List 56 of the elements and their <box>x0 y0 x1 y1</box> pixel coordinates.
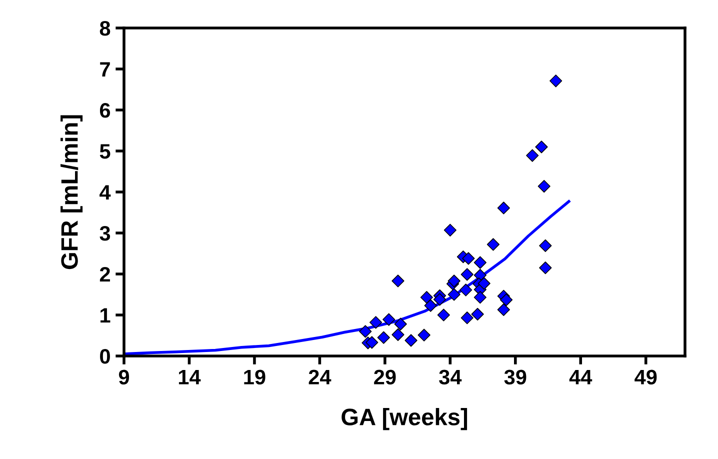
point <box>471 308 484 320</box>
point <box>437 308 450 322</box>
point <box>526 149 539 162</box>
x-tick-label: 44 <box>569 370 592 384</box>
point <box>392 328 404 341</box>
y-tick-label: 3 <box>100 226 110 241</box>
point <box>460 284 472 296</box>
x-tick-label: 39 <box>504 370 526 385</box>
point <box>486 238 500 251</box>
y-axis-title: GFR [mL/min] <box>60 115 83 270</box>
y-tick-label: 5 <box>100 144 110 159</box>
point <box>448 288 460 301</box>
x-tick-label: 14 <box>178 370 201 384</box>
y-tick-label: 6 <box>100 103 110 118</box>
point <box>460 312 474 324</box>
point <box>404 334 418 347</box>
point <box>478 277 490 290</box>
point <box>420 291 433 304</box>
point <box>366 336 378 349</box>
x-tick-label: 34 <box>439 370 462 385</box>
point <box>448 274 460 288</box>
y-tick-label: 0 <box>100 349 110 364</box>
point <box>474 291 486 304</box>
point <box>497 303 510 316</box>
x-tick-label: 9 <box>118 370 130 384</box>
line-series <box>124 200 570 356</box>
point <box>462 252 475 265</box>
x-tick-label: 29 <box>374 370 396 384</box>
point <box>497 202 510 214</box>
y-tick-label: 1 <box>100 308 110 323</box>
x-tick-label: 24 <box>308 370 332 384</box>
point <box>539 239 552 252</box>
x-axis-title: GA [weeks] <box>342 408 468 430</box>
point <box>538 180 550 193</box>
point <box>377 331 390 344</box>
point <box>500 294 513 306</box>
point <box>550 74 562 88</box>
point <box>460 268 474 281</box>
point <box>424 299 437 312</box>
y-tick-label: 7 <box>100 62 110 77</box>
point <box>418 328 430 342</box>
point <box>535 140 548 154</box>
point <box>394 318 407 330</box>
y-tick-label: 2 <box>100 267 110 282</box>
y-tick-label: 8 <box>100 21 110 36</box>
point <box>369 316 382 329</box>
point <box>382 313 396 326</box>
x-tick-label: 19 <box>244 370 266 384</box>
x-tick-label: 49 <box>634 370 657 384</box>
point <box>474 256 486 269</box>
point <box>539 262 552 274</box>
point <box>359 325 372 338</box>
point <box>392 274 404 288</box>
point <box>433 293 446 306</box>
y-tick-label: 4 <box>100 185 111 200</box>
point <box>444 224 456 236</box>
